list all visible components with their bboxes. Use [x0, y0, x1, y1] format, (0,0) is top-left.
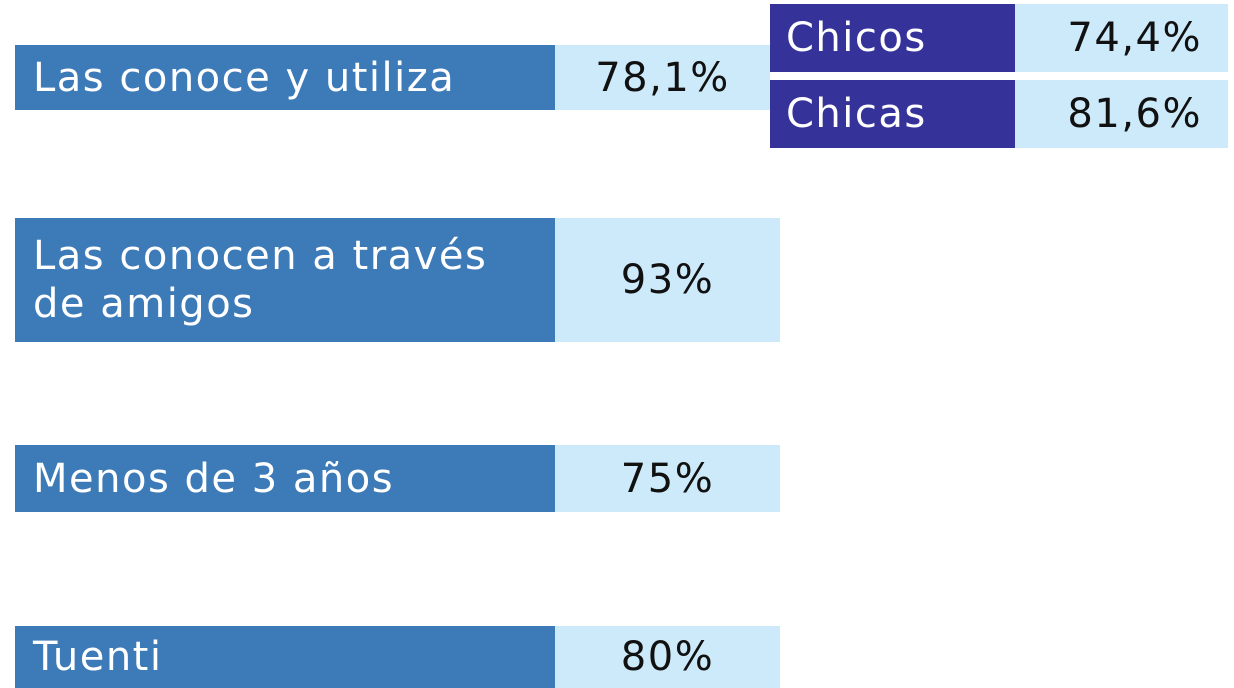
row-value: 93% — [555, 218, 780, 342]
breakdown-label: Chicos — [770, 4, 1015, 72]
row-value: 78,1% — [555, 45, 770, 110]
breakdown-value: 74,4% — [1015, 4, 1228, 72]
row-label: Tuenti — [15, 626, 555, 688]
row-value: 75% — [555, 445, 780, 512]
row-label: Las conocen a través de amigos — [15, 218, 555, 342]
row-label: Las conoce y utiliza — [15, 45, 555, 110]
breakdown-label: Chicas — [770, 80, 1015, 148]
row-label: Menos de 3 años — [15, 445, 555, 512]
row-value: 80% — [555, 626, 780, 688]
breakdown-value: 81,6% — [1015, 80, 1228, 148]
